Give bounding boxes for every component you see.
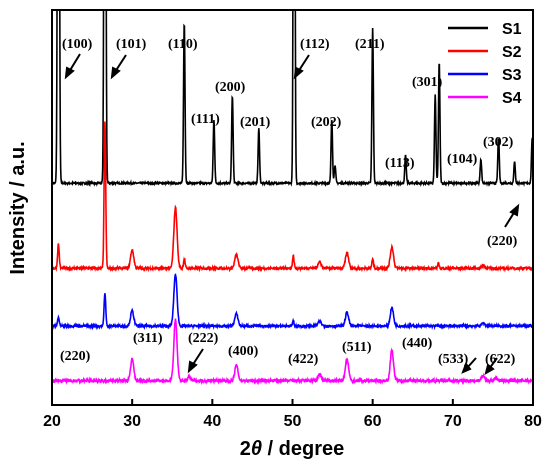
peak-label: (533) xyxy=(438,352,469,367)
x-tick-label: 20 xyxy=(43,413,61,430)
legend: S1 S2 S3 S4 xyxy=(448,21,522,107)
x-axis-ticks: 20 30 40 50 60 70 80 xyxy=(43,399,542,430)
series-line-s1 xyxy=(52,10,533,188)
y-axis-title: Intensity / a.u. xyxy=(7,141,29,274)
peak-label: (400) xyxy=(228,344,259,359)
peak-label: (302) xyxy=(483,135,514,150)
legend-label-s3: S3 xyxy=(502,67,522,84)
peak-annotations: (100) (101) (110) (111) (200) (201) (112… xyxy=(60,37,518,367)
peak-label: (200) xyxy=(215,80,246,95)
x-tick-label: 80 xyxy=(524,413,542,430)
arrow-head xyxy=(64,66,75,80)
arrow-head xyxy=(484,363,495,376)
peak-label: (110) xyxy=(168,37,198,52)
peak-label: (622) xyxy=(485,352,516,367)
peak-label: (202) xyxy=(311,115,342,130)
x-tick-label: 50 xyxy=(284,413,302,430)
series-line-s2 xyxy=(52,121,533,273)
peak-label: (104) xyxy=(447,152,478,167)
x-tick-label: 30 xyxy=(123,413,141,430)
x-axis-title: 2θ / degree xyxy=(240,438,345,460)
peak-label: (112) xyxy=(300,37,330,52)
x-tick-label: 70 xyxy=(444,413,462,430)
arrow-head xyxy=(187,360,198,374)
peak-label: (101) xyxy=(116,37,147,52)
peak-label: (220) xyxy=(487,234,518,249)
legend-label-s1: S1 xyxy=(502,21,522,38)
peak-label: (111) xyxy=(191,112,220,127)
peak-label: (211) xyxy=(355,37,385,52)
peak-label: (311) xyxy=(133,331,163,346)
arrow-head xyxy=(461,362,472,374)
arrow-head xyxy=(293,66,304,80)
peak-label: (100) xyxy=(62,37,93,52)
x-tick-label: 60 xyxy=(364,413,382,430)
arrow-head xyxy=(110,66,121,80)
series-line-s4 xyxy=(52,318,533,386)
peak-label: (201) xyxy=(240,115,271,130)
peak-label: (220) xyxy=(60,349,91,364)
peak-label: (511) xyxy=(342,340,372,355)
series-line-s3 xyxy=(52,273,533,331)
peak-label: (113) xyxy=(385,156,415,171)
peak-label: (301) xyxy=(412,75,443,90)
legend-label-s4: S4 xyxy=(502,90,522,107)
peak-label: (422) xyxy=(288,352,319,367)
legend-label-s2: S2 xyxy=(502,44,522,61)
peak-label: (222) xyxy=(188,331,219,346)
arrow-head xyxy=(509,203,520,217)
peak-label: (440) xyxy=(402,336,433,351)
annotation-arrows xyxy=(64,53,520,376)
x-tick-label: 40 xyxy=(203,413,221,430)
